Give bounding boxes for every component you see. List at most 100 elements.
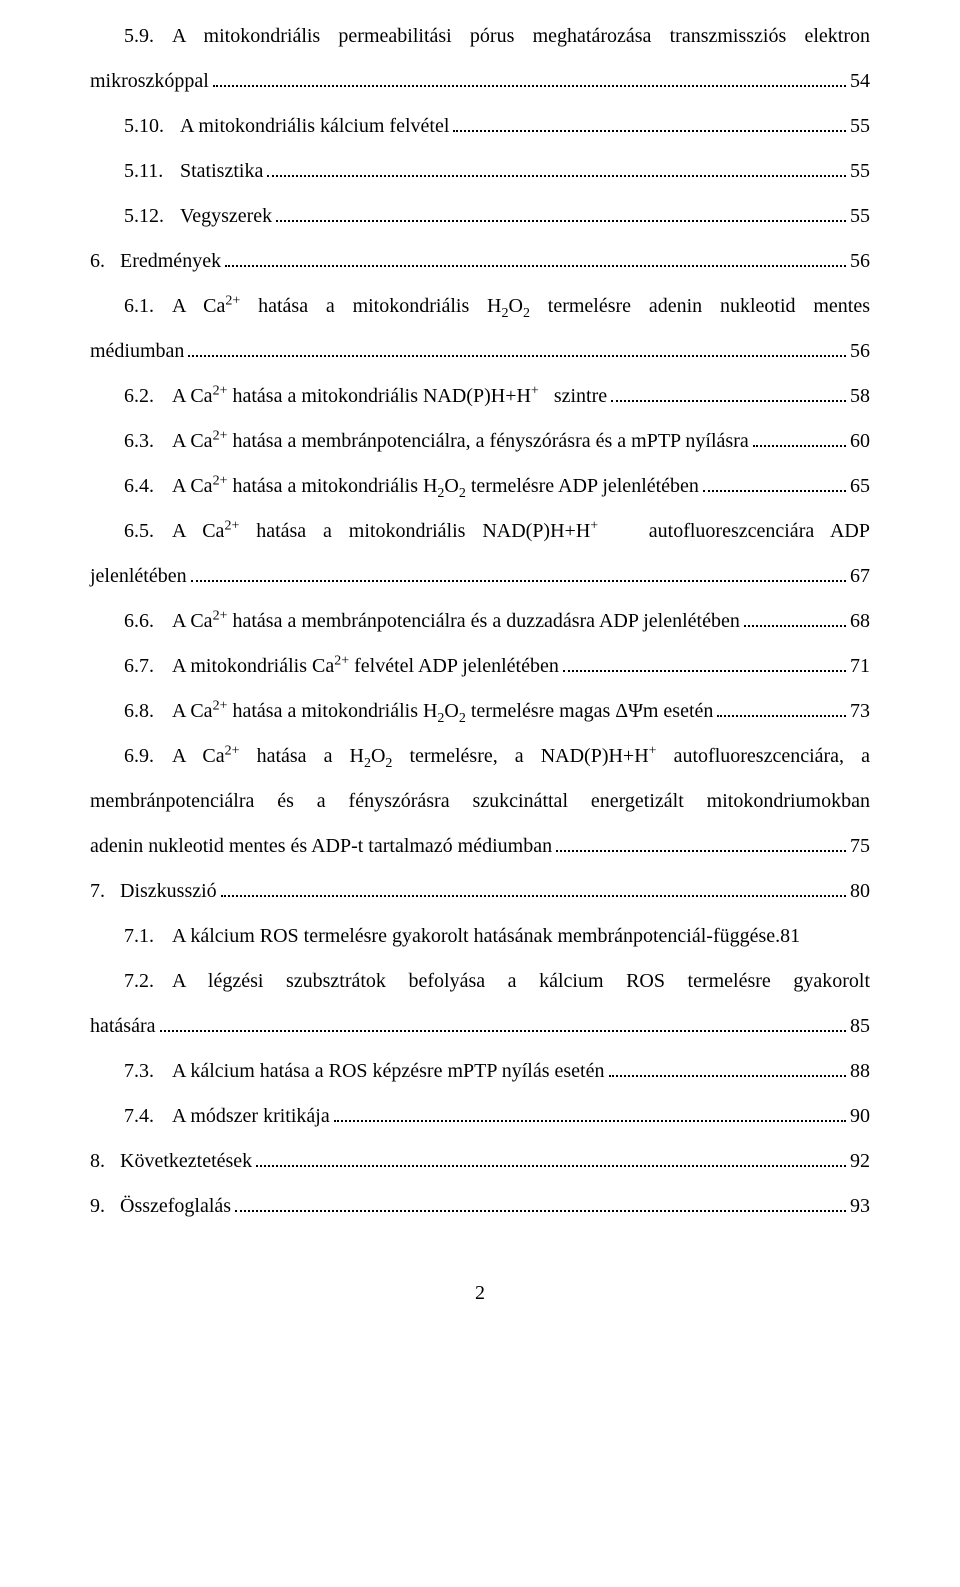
toc-title: Következtetések <box>120 1139 252 1184</box>
toc-number: 6.3. <box>124 419 172 464</box>
toc-entry: 7.1.A kálcium ROS termelésre gyakorolt h… <box>90 914 870 959</box>
toc-entry: 6.2.A Ca2+ hatása a mitokondriális NAD(P… <box>90 374 870 419</box>
toc-leader <box>191 564 846 582</box>
toc-number: 6.7. <box>124 644 172 689</box>
toc-page: 55 <box>850 104 870 149</box>
toc-leader <box>188 339 846 357</box>
toc-title: Összefoglalás <box>120 1184 231 1229</box>
toc-entry: 7.4.A módszer kritikája 90 <box>90 1094 870 1139</box>
toc-page: 85 <box>850 1004 870 1049</box>
toc-title: A légzési szubsztrátok befolyása a kálci… <box>172 970 870 992</box>
toc-entry: 7.2.A légzési szubsztrátok befolyása a k… <box>90 959 870 1049</box>
toc-title: A Ca2+ hatása a membránpotenciálra és a … <box>172 599 740 644</box>
toc-title-continuation: hatására <box>90 1004 156 1049</box>
toc-entry: 9.Összefoglalás 93 <box>90 1184 870 1229</box>
toc-leader <box>225 249 846 267</box>
toc-title: Diszkusszió <box>120 869 217 914</box>
toc-title: A Ca2+ hatása a mitokondriális NAD(P)H+H… <box>172 374 607 419</box>
toc-title: A módszer kritikája <box>172 1094 330 1139</box>
toc-title-continuation: jelenlétében <box>90 554 187 599</box>
toc-number: 6. <box>90 239 120 284</box>
toc-number: 7.2. <box>124 959 172 1004</box>
toc-page: 56 <box>850 329 870 374</box>
toc-page: 56 <box>850 239 870 284</box>
toc-entry: 6.6.A Ca2+ hatása a membránpotenciálra é… <box>90 599 870 644</box>
toc-leader <box>556 834 846 852</box>
toc-leader <box>753 429 846 447</box>
toc-number: 5.10. <box>124 104 180 149</box>
toc-leader <box>276 204 846 222</box>
toc-title: A Ca2+ hatása a mitokondriális H2O2 term… <box>172 689 713 734</box>
toc-page: 75 <box>850 824 870 869</box>
toc-number: 5.11. <box>124 149 180 194</box>
toc-title: Eredmények <box>120 239 221 284</box>
toc-page: 73 <box>850 689 870 734</box>
toc-number: 6.1. <box>124 284 172 329</box>
toc-title-continuation: médiumban <box>90 329 184 374</box>
toc-number: 6.9. <box>124 734 172 779</box>
toc-number: 7. <box>90 869 120 914</box>
toc-page: 68 <box>850 599 870 644</box>
toc-entry: 6.8.A Ca2+ hatása a mitokondriális H2O2 … <box>90 689 870 734</box>
toc-title: A mitokondriális permeabilitási pórus me… <box>172 25 870 47</box>
toc-page: 55 <box>850 149 870 194</box>
toc-entry: 6.3.A Ca2+ hatása a membránpotenciálra, … <box>90 419 870 464</box>
toc-title: A mitokondriális Ca2+ felvétel ADP jelen… <box>172 644 559 689</box>
toc-page: 60 <box>850 419 870 464</box>
toc-page: 88 <box>850 1049 870 1094</box>
toc-title: A Ca2+ hatása a mitokondriális NAD(P)H+H… <box>172 520 870 542</box>
toc-title: A Ca2+ hatása a mitokondriális H2O2 term… <box>172 295 870 317</box>
toc-title: Statisztika <box>180 149 263 194</box>
toc-leader <box>563 654 846 672</box>
toc-leader <box>717 699 846 717</box>
toc-page: 58 <box>850 374 870 419</box>
toc-leader <box>160 1014 846 1032</box>
toc-page: 54 <box>850 59 870 104</box>
toc-leader <box>221 879 846 897</box>
toc-entry: 5.9.A mitokondriális permeabilitási póru… <box>90 14 870 104</box>
toc-entry: 7.3.A kálcium hatása a ROS képzésre mPTP… <box>90 1049 870 1094</box>
toc-page: 80 <box>850 869 870 914</box>
table-of-contents: 5.9.A mitokondriális permeabilitási póru… <box>90 14 870 1229</box>
toc-page: 92 <box>850 1139 870 1184</box>
toc-page: 71 <box>850 644 870 689</box>
toc-number: 8. <box>90 1139 120 1184</box>
toc-leader <box>267 159 846 177</box>
toc-title: A Ca2+ hatása a H2O2 termelésre, a NAD(P… <box>172 745 870 767</box>
toc-entry: 6.7.A mitokondriális Ca2+ felvétel ADP j… <box>90 644 870 689</box>
toc-entry: 8.Következtetések 92 <box>90 1139 870 1184</box>
toc-title-continuation: mikroszkóppal <box>90 59 209 104</box>
toc-entry: 5.11.Statisztika 55 <box>90 149 870 194</box>
toc-page: 65 <box>850 464 870 509</box>
toc-entry: 6.5.A Ca2+ hatása a mitokondriális NAD(P… <box>90 509 870 599</box>
toc-title: A mitokondriális kálcium felvétel <box>180 104 449 149</box>
toc-entry: 6.1.A Ca2+ hatása a mitokondriális H2O2 … <box>90 284 870 374</box>
toc-page: 90 <box>850 1094 870 1139</box>
toc-number: 9. <box>90 1184 120 1229</box>
toc-leader <box>334 1104 846 1122</box>
toc-number: 6.4. <box>124 464 172 509</box>
toc-number: 5.9. <box>124 14 172 59</box>
page-number: 2 <box>90 1271 870 1316</box>
toc-leader <box>213 69 846 87</box>
toc-title-continuation: membránpotenciálra és a fényszórásra szu… <box>90 779 870 824</box>
toc-entry: 6.Eredmények 56 <box>90 239 870 284</box>
toc-leader <box>703 474 846 492</box>
toc-number: 6.6. <box>124 599 172 644</box>
toc-page: 67 <box>850 554 870 599</box>
toc-entry: 7.Diszkusszió 80 <box>90 869 870 914</box>
toc-entry: 5.12.Vegyszerek 55 <box>90 194 870 239</box>
toc-number: 5.12. <box>124 194 180 239</box>
toc-entry: 6.9.A Ca2+ hatása a H2O2 termelésre, a N… <box>90 734 870 869</box>
toc-number: 7.1. <box>124 914 172 959</box>
toc-leader <box>744 609 846 627</box>
toc-page: 93 <box>850 1184 870 1229</box>
toc-title: A Ca2+ hatása a mitokondriális H2O2 term… <box>172 464 699 509</box>
toc-title-continuation: adenin nukleotid mentes és ADP-t tartalm… <box>90 824 552 869</box>
toc-title: A Ca2+ hatása a membránpotenciálra, a fé… <box>172 419 749 464</box>
toc-number: 6.2. <box>124 374 172 419</box>
toc-page: 81 <box>780 914 800 959</box>
toc-title: Vegyszerek <box>180 194 272 239</box>
toc-leader <box>611 384 846 402</box>
toc-leader <box>235 1194 846 1212</box>
